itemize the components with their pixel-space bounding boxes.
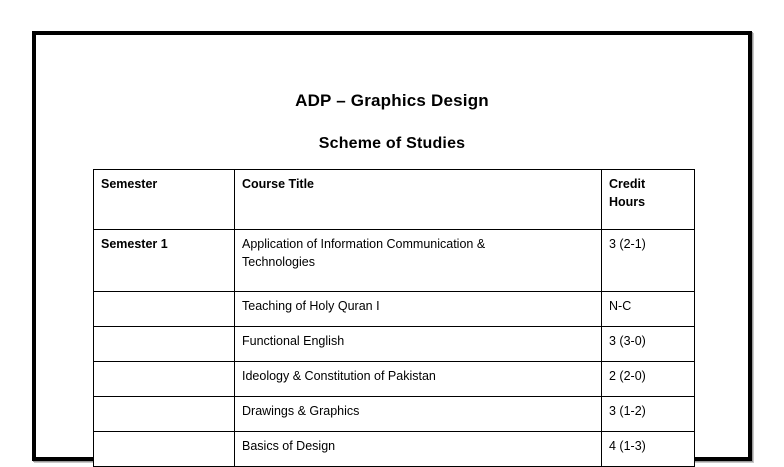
cell-credit-hours: 2 (2-0) [601, 361, 695, 397]
cell-credit-hours: 3 (2-1) [601, 229, 695, 292]
cell-semester [93, 431, 235, 467]
document-page: ADP – Graphics Design Scheme of Studies … [32, 31, 752, 467]
cell-semester [93, 396, 235, 432]
table-header-row: Semester Course Title Credit Hours [93, 169, 695, 230]
cell-course-title: Functional English [234, 326, 602, 362]
column-header-course-title: Course Title [234, 169, 602, 230]
course-title-line-1: Application of Information Communication… [242, 237, 486, 251]
cell-semester [93, 326, 235, 362]
cell-semester [93, 291, 235, 327]
page-subtitle: Scheme of Studies [318, 135, 466, 153]
table-row: Functional English 3 (3-0) [93, 326, 695, 362]
cell-course-title: Basics of Design [234, 431, 602, 467]
table-row: Semester 1 Application of Information Co… [93, 229, 695, 292]
credit-hours-line-1: Credit [609, 177, 646, 191]
cell-credit-hours: 3 (1-2) [601, 396, 695, 432]
table-row: Ideology & Constitution of Pakistan 2 (2… [93, 361, 695, 397]
cell-course-title: Ideology & Constitution of Pakistan [234, 361, 602, 397]
table-row: Basics of Design 4 (1-3) [93, 431, 695, 467]
scheme-table-wrapper: Semester Course Title Credit Hours Semes… [93, 169, 695, 467]
page-title: ADP – Graphics Design [295, 91, 489, 110]
cell-semester [93, 361, 235, 397]
cell-course-title: Drawings & Graphics [234, 396, 602, 432]
table-row: Drawings & Graphics 3 (1-2) [93, 396, 695, 432]
cell-semester: Semester 1 [93, 229, 235, 292]
cell-credit-hours: 4 (1-3) [601, 431, 695, 467]
cell-credit-hours: 3 (3-0) [601, 326, 695, 362]
column-header-credit-hours: Credit Hours [601, 169, 695, 230]
scheme-of-studies-table: Semester Course Title Credit Hours Semes… [93, 169, 695, 467]
table-row: Teaching of Holy Quran I N-C [93, 291, 695, 327]
cell-course-title: Teaching of Holy Quran I [234, 291, 602, 327]
course-title-line-2: Technologies [242, 254, 315, 269]
document-body: ADP – Graphics Design Scheme of Studies … [36, 35, 748, 467]
cell-credit-hours: N-C [601, 291, 695, 327]
cell-course-title: Application of Information Communication… [234, 229, 602, 292]
column-header-semester: Semester [93, 169, 235, 230]
credit-hours-line-2: Hours [609, 194, 646, 209]
